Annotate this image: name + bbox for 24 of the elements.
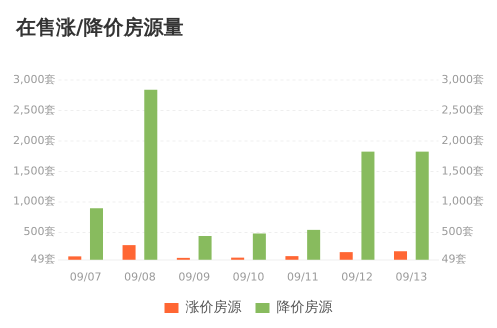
y2-tick-label: 500套 [442,225,474,238]
y-tick-label: 500套 [23,225,56,238]
y2-tick-label: 1,500套 [442,164,484,178]
x-tick-label: 09/12 [341,270,373,284]
legend-label: 涨价房源 [186,300,242,316]
y-tick-label: 2,000套 [12,134,56,147]
x-tick-label: 09/08 [124,270,156,284]
y2-tick-label: 2,500套 [442,103,484,116]
y-tick-label: 1,000套 [12,194,56,208]
chart-title: 在售涨/降价房源量 [16,14,184,41]
y-tick-label: 49套 [30,252,56,266]
x-tick-label: 09/10 [232,270,264,284]
x-tick-label: 09/11 [286,270,319,284]
legend-label: 降价房源 [276,300,332,316]
x-tick-label: 09/07 [70,270,102,284]
x-tick-label: 09/09 [178,270,210,284]
x-tick-label: 09/13 [396,270,428,284]
y-tick-label: 3,000套 [12,72,56,86]
y2-tick-label: 49套 [442,252,467,266]
y2-tick-label: 3,000套 [442,72,484,86]
y-tick-label: 1,500套 [12,164,56,178]
y-tick-label: 2,500套 [12,103,56,116]
y2-tick-label: 2,000套 [442,134,484,147]
y2-tick-label: 1,000套 [442,194,484,208]
